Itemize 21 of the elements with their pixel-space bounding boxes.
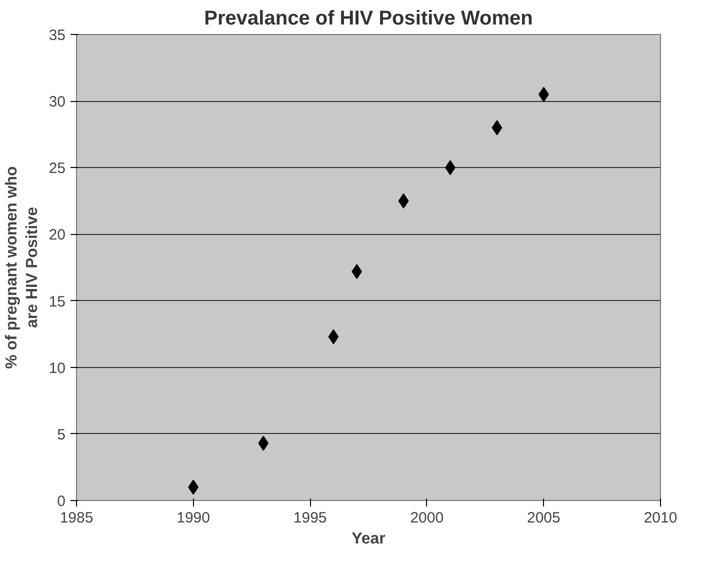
point: [328, 329, 339, 344]
y-tick-label: 20: [48, 226, 66, 244]
x-tick-label: 1990: [176, 510, 210, 526]
x-tick-label: 2000: [410, 510, 444, 526]
point: [398, 193, 409, 208]
x-tick-label: 2005: [527, 510, 560, 526]
x-axis-title: Year: [352, 530, 386, 548]
x-tick-label: 1985: [60, 510, 94, 526]
y-tick-label: 10: [48, 360, 66, 377]
y-tick-label: 5: [57, 426, 66, 444]
y-tick-label: 15: [48, 293, 66, 310]
y-tick-label: 0: [57, 493, 66, 510]
x-tick-label: 1995: [293, 510, 327, 526]
chart-title: Prevalance of HIV Positive Women: [204, 8, 533, 30]
y-tick-label: 30: [48, 94, 66, 111]
y-axis-title: % of pregnant women who are HIV Positive: [3, 166, 41, 369]
y-tick-label: 35: [48, 27, 66, 44]
x-tick-label: 2010: [644, 510, 678, 526]
point: [492, 120, 502, 136]
point: [258, 436, 269, 451]
y-tick-label: 25: [48, 160, 66, 178]
